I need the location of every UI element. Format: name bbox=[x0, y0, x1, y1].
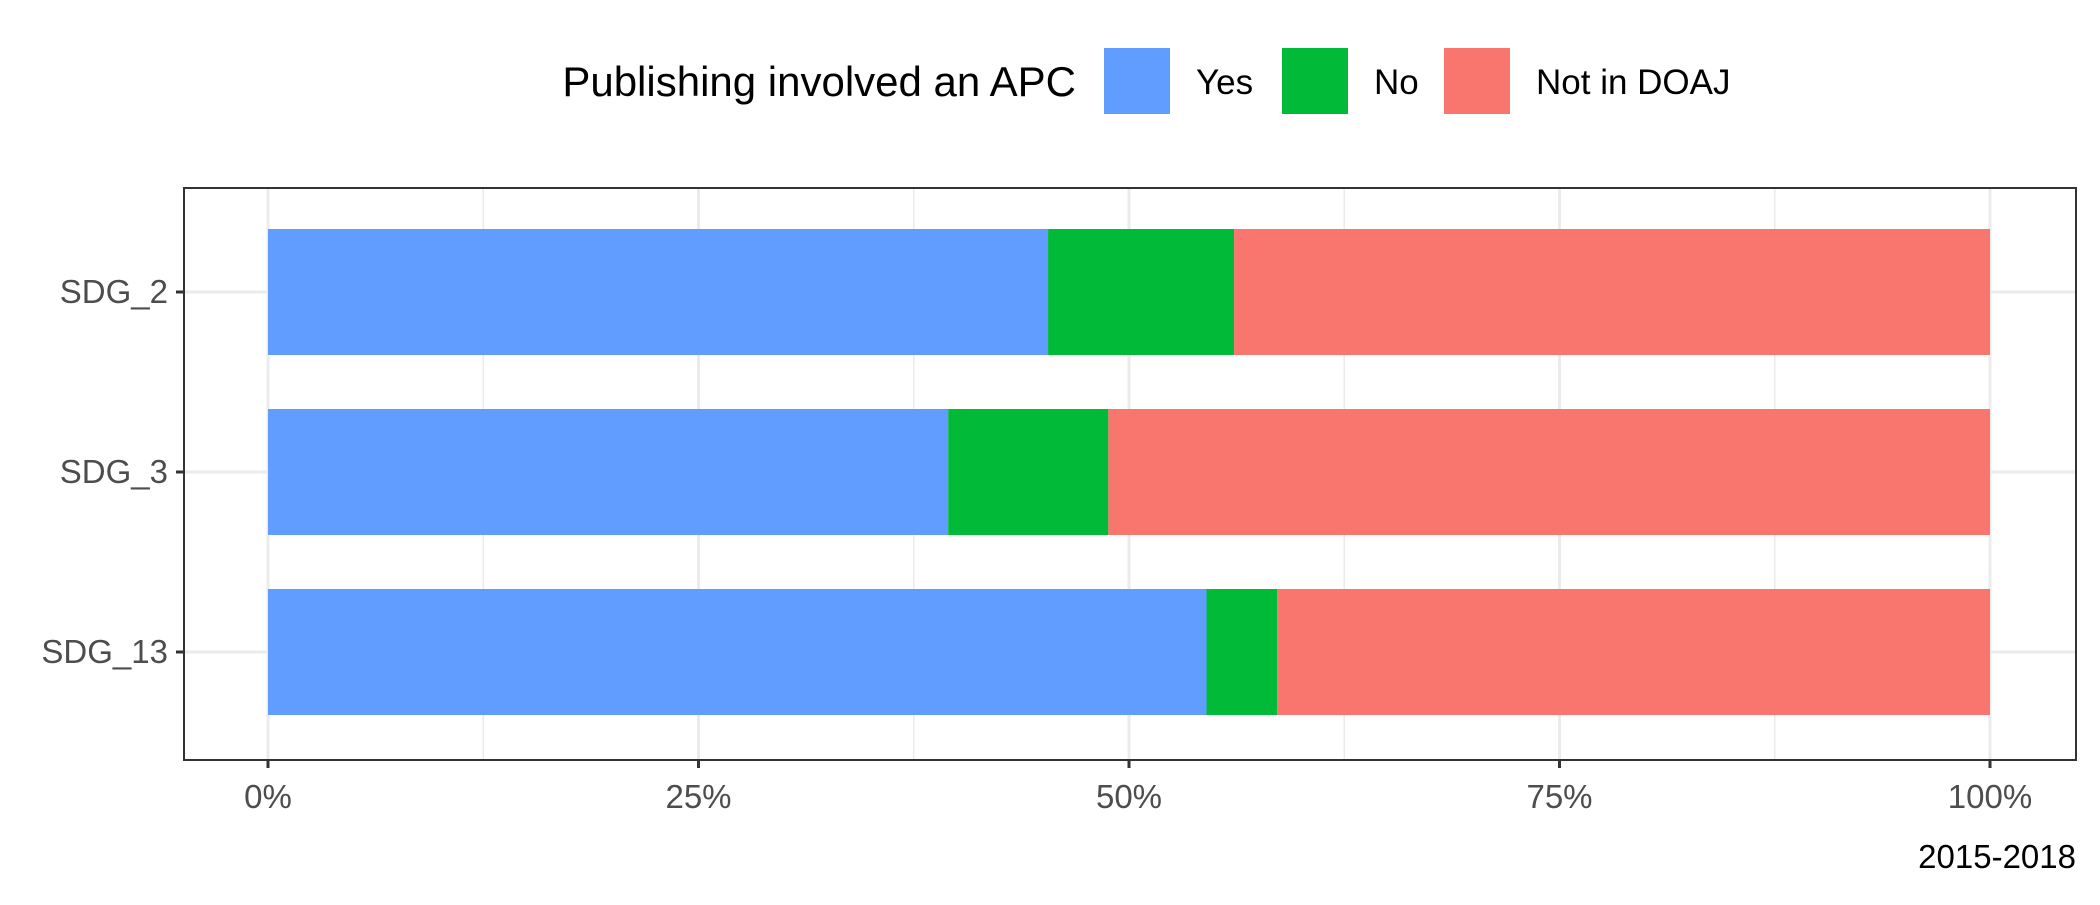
legend-label: Yes bbox=[1196, 63, 1253, 102]
y-axis: SDG_2 SDG_3 SDG_13 bbox=[41, 273, 184, 670]
legend-item: No bbox=[1282, 48, 1419, 114]
legend-key-swatch bbox=[1104, 48, 1170, 114]
y-tick-label: SDG_2 bbox=[60, 273, 168, 310]
bar-sdg-3-no bbox=[948, 409, 1109, 535]
y-tick-label: SDG_3 bbox=[60, 453, 168, 490]
bar-sdg-2-not-in-doaj bbox=[1234, 229, 1990, 355]
legend-label: No bbox=[1374, 63, 1419, 102]
legend-label: Not in DOAJ bbox=[1536, 63, 1731, 102]
bar-sdg-2-no bbox=[1048, 229, 1235, 355]
legend: Publishing involved an APC Yes No Not in D… bbox=[562, 48, 1731, 114]
legend-item: Not in DOAJ bbox=[1444, 48, 1731, 114]
bar-sdg-13-yes bbox=[268, 589, 1207, 715]
x-tick-label: 100% bbox=[1948, 778, 2032, 815]
legend-key-swatch bbox=[1282, 48, 1348, 114]
bar-sdg-13-not-in-doaj bbox=[1277, 589, 1990, 715]
legend-title: Publishing involved an APC bbox=[562, 58, 1076, 105]
legend-key-swatch bbox=[1444, 48, 1510, 114]
legend-item: Yes bbox=[1104, 48, 1253, 114]
bar-sdg-2-yes bbox=[268, 229, 1049, 355]
bars bbox=[268, 229, 1990, 715]
bar-sdg-3-yes bbox=[268, 409, 949, 535]
bar-sdg-13-no bbox=[1206, 589, 1278, 715]
chart-caption: 2015-2018 bbox=[1918, 838, 2076, 875]
y-tick-label: SDG_13 bbox=[41, 633, 168, 670]
x-tick-label: 50% bbox=[1096, 778, 1162, 815]
x-tick-label: 25% bbox=[665, 778, 731, 815]
x-axis: 0% 25% 50% 75% 100% bbox=[244, 760, 2032, 815]
bar-sdg-3-not-in-doaj bbox=[1108, 409, 1990, 535]
x-tick-label: 0% bbox=[244, 778, 292, 815]
x-tick-label: 75% bbox=[1526, 778, 1592, 815]
